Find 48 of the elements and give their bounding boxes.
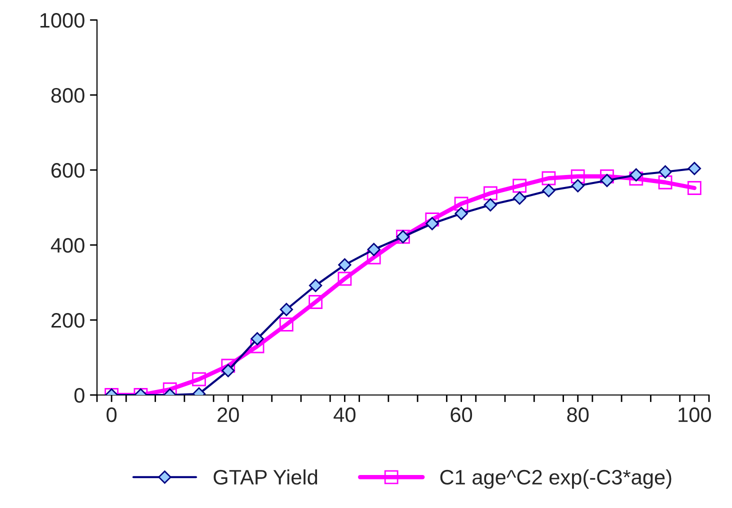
y-tick-label: 400 bbox=[50, 238, 84, 253]
point bbox=[162, 382, 177, 395]
point bbox=[512, 178, 527, 193]
point bbox=[222, 364, 235, 378]
point bbox=[250, 332, 264, 346]
point bbox=[571, 179, 584, 192]
point bbox=[570, 169, 585, 184]
x-tick-label: 80 bbox=[567, 407, 589, 422]
point bbox=[221, 358, 236, 373]
x-tick-label: 0 bbox=[106, 407, 117, 422]
y-tick-label: 0 bbox=[74, 388, 84, 403]
point bbox=[338, 258, 352, 272]
point bbox=[512, 192, 526, 205]
point bbox=[308, 278, 322, 292]
point bbox=[687, 181, 702, 195]
point bbox=[192, 372, 206, 386]
legend-label: GTAP Yield bbox=[214, 469, 318, 485]
point bbox=[658, 175, 672, 190]
point bbox=[279, 318, 294, 332]
point bbox=[250, 339, 264, 354]
x-tick-label: 40 bbox=[334, 407, 356, 422]
y-tick-label: 600 bbox=[51, 163, 84, 178]
point bbox=[484, 198, 498, 212]
point bbox=[688, 162, 702, 176]
point bbox=[630, 168, 643, 182]
point bbox=[366, 250, 381, 264]
point bbox=[542, 171, 556, 186]
point bbox=[367, 242, 380, 256]
point bbox=[600, 169, 614, 184]
point bbox=[426, 217, 439, 230]
point bbox=[629, 172, 644, 186]
x-tick-label: 20 bbox=[218, 407, 239, 422]
point bbox=[658, 165, 672, 178]
point bbox=[454, 206, 468, 220]
point bbox=[542, 184, 556, 198]
point bbox=[600, 174, 614, 188]
point bbox=[483, 186, 498, 200]
y-tick-label: 200 bbox=[51, 313, 84, 328]
legend-label: C1 age^C2 exp(-C3*age) bbox=[440, 469, 672, 489]
y-tick-label: 1000 bbox=[40, 13, 84, 28]
point bbox=[280, 302, 294, 316]
y-tick-label: 800 bbox=[51, 88, 84, 103]
x-tick-label: 100 bbox=[678, 407, 711, 422]
point bbox=[425, 212, 440, 226]
point bbox=[338, 272, 352, 286]
x-tick-label: 60 bbox=[450, 407, 472, 422]
point bbox=[454, 196, 468, 211]
point bbox=[308, 295, 323, 309]
